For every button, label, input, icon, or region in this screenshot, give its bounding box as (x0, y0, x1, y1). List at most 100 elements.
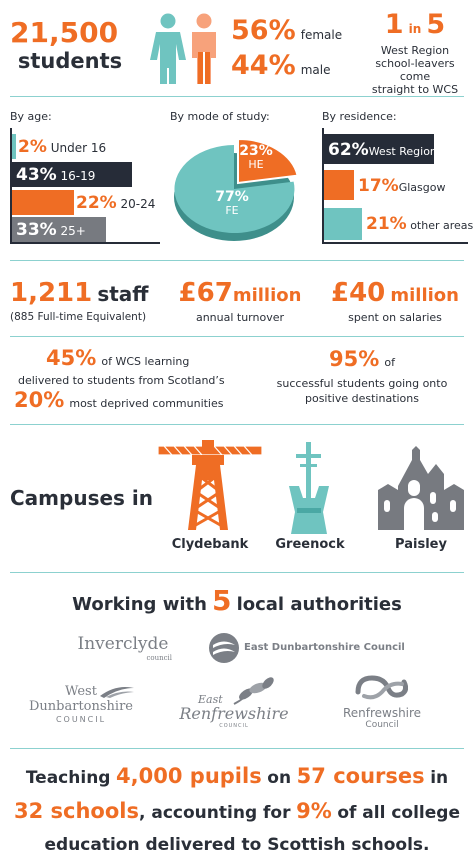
staff-block: 1,211 staff (885 Full-time Equivalent) (10, 278, 170, 323)
deprived-pct1: 45% (46, 346, 97, 370)
male-percent: 44% (231, 50, 296, 81)
teaching-line1: Teaching 4,000 pupils on 57 courses in (0, 760, 474, 795)
east-dunbartonshire-swirl-icon (208, 632, 240, 664)
gender-people-icon (148, 12, 226, 84)
east-renfrewshire-logo: East Renfrewshire COUNCIL (176, 694, 292, 729)
positive-block: 95% of successful students going onto po… (262, 346, 462, 406)
he-label-block: 23% HE (236, 144, 276, 171)
turnover-unit: million (232, 285, 302, 306)
wcs-ratio-five: 5 (426, 9, 446, 40)
age-bar-20-24 (12, 190, 74, 215)
teaching-on: on (267, 768, 292, 788)
positive-text1: of (384, 356, 395, 369)
residence-label-other: 21% other areas (366, 214, 474, 234)
authorities-post: local authorities (236, 594, 402, 615)
renfrewshire-knot-icon (354, 672, 408, 704)
divider (10, 572, 464, 573)
teaching-block: Teaching 4,000 pupils on 57 courses in 3… (0, 760, 474, 860)
authorities-num: 5 (212, 584, 232, 617)
teaching-line2: 32 schools, accounting for 9% of all col… (0, 795, 474, 830)
positive-text2: successful students going onto (276, 377, 448, 390)
staff-fte: (885 Full-time Equivalent) (10, 311, 147, 323)
wcs-ratio-one: 1 (384, 9, 404, 40)
residence-label-glasgow: 17%Glasgow (358, 176, 446, 196)
gender-stats: 56% female 44% male (231, 16, 351, 86)
salaries-block: £40 million spent on salaries (322, 278, 468, 324)
staff-word: staff (97, 282, 149, 306)
tower-icon (283, 442, 335, 534)
male-label: male (300, 63, 331, 77)
mode-pie (170, 125, 306, 245)
he-label: HE (248, 158, 264, 171)
fe-label-block: 77% FE (210, 190, 254, 217)
west-dunbartonshire-swoosh-icon (100, 684, 134, 698)
age-bar-16-19 (12, 162, 132, 187)
age-label-16-19: 43% 16-19 (16, 165, 96, 185)
renfrewshire-logo: Renfrewshire Council (332, 706, 432, 731)
campuses-heading: Campuses in (10, 486, 153, 510)
fe-percent: 77% (215, 189, 249, 205)
turnover-amount: £67 (178, 278, 233, 308)
he-percent: 23% (239, 143, 273, 159)
residence-heading: By residence: (322, 110, 397, 123)
residence-bar-other (324, 208, 362, 240)
staff-count: 1,211 (10, 278, 93, 308)
residence-label-west: 62%West Region (328, 140, 437, 160)
salaries-label: spent on salaries (348, 311, 442, 324)
deprived-block: 45% of WCS learning delivered to student… (14, 346, 244, 416)
inverclyde-name: Inverclyde (77, 634, 169, 654)
abbey-icon (378, 446, 464, 532)
students-count: 21,500 (10, 16, 119, 49)
positive-text3: positive destinations (304, 392, 419, 405)
age-bar-25plus (12, 217, 106, 242)
divider (10, 748, 464, 749)
deprived-text1: of WCS learning (101, 355, 190, 368)
divider (10, 336, 464, 337)
divider (10, 424, 464, 425)
east-ren-line2: Renfrewshire (179, 704, 289, 723)
deprived-text3: most deprived communities (69, 397, 224, 410)
residence-bar-glasgow (324, 170, 354, 200)
age-label-20-24: 22% 20-24 (76, 193, 156, 213)
renfrewshire-name: Renfrewshire (342, 706, 422, 720)
divider (10, 260, 464, 261)
teaching-courses: 57 courses (296, 764, 425, 788)
wcs-ratio-in: in (408, 22, 422, 36)
authorities-pre: Working with (72, 594, 207, 615)
west-dun-line3: COUNCIL (55, 715, 107, 724)
students-label: students (17, 49, 123, 73)
teaching-pupils: 4,000 pupils (116, 764, 262, 788)
age-chart: 2% Under 16 43% 16-19 22% 20-24 33% 25+ (10, 128, 160, 244)
female-percent: 56% (231, 15, 296, 46)
inverclyde-sub: council (146, 654, 172, 662)
wcs-line1: West Region (380, 44, 450, 57)
renfrewshire-sub: Council (365, 720, 399, 730)
east-ren-line3: COUNCIL (219, 723, 249, 729)
east-dunbartonshire-name: East Dunbartonshire Council (244, 642, 405, 653)
residence-chart: 62%West Region 17%Glasgow 21% other area… (322, 128, 473, 244)
teaching-line3: education delivered to Scottish schools. (44, 835, 430, 855)
wcs-line2: school-leavers come (375, 57, 455, 83)
turnover-label: annual turnover (195, 311, 285, 324)
divider (10, 96, 464, 97)
campus-greenock: Greenock (275, 537, 345, 552)
teaching-accounting: , accounting for (139, 803, 291, 823)
salaries-amount: £40 (331, 278, 386, 308)
inverclyde-logo: Inverclyde council (68, 634, 178, 662)
teaching-nine-pct: 9% (296, 799, 332, 823)
wcs-ratio-block: 1 in 5 West Region school-leavers come s… (360, 9, 470, 97)
positive-pct: 95% (329, 347, 380, 371)
turnover-block: £67million annual turnover (170, 278, 310, 324)
students-block: 21,500 students (10, 18, 140, 74)
fe-label: FE (225, 204, 239, 217)
east-ren-line1: East (198, 693, 223, 706)
deprived-text2: delivered to students from Scotland’s (18, 374, 225, 387)
west-dun-line2: Dunbartonshire (29, 699, 133, 714)
east-renfrewshire-leaf-icon (232, 676, 276, 706)
mode-heading: By mode of study: (170, 110, 270, 123)
campus-paisley: Paisley (395, 537, 447, 552)
age-label-25plus: 33% 25+ (16, 220, 86, 240)
crane-icon (158, 440, 264, 530)
teaching-in: in (430, 768, 449, 788)
teaching-word: Teaching (25, 768, 111, 788)
